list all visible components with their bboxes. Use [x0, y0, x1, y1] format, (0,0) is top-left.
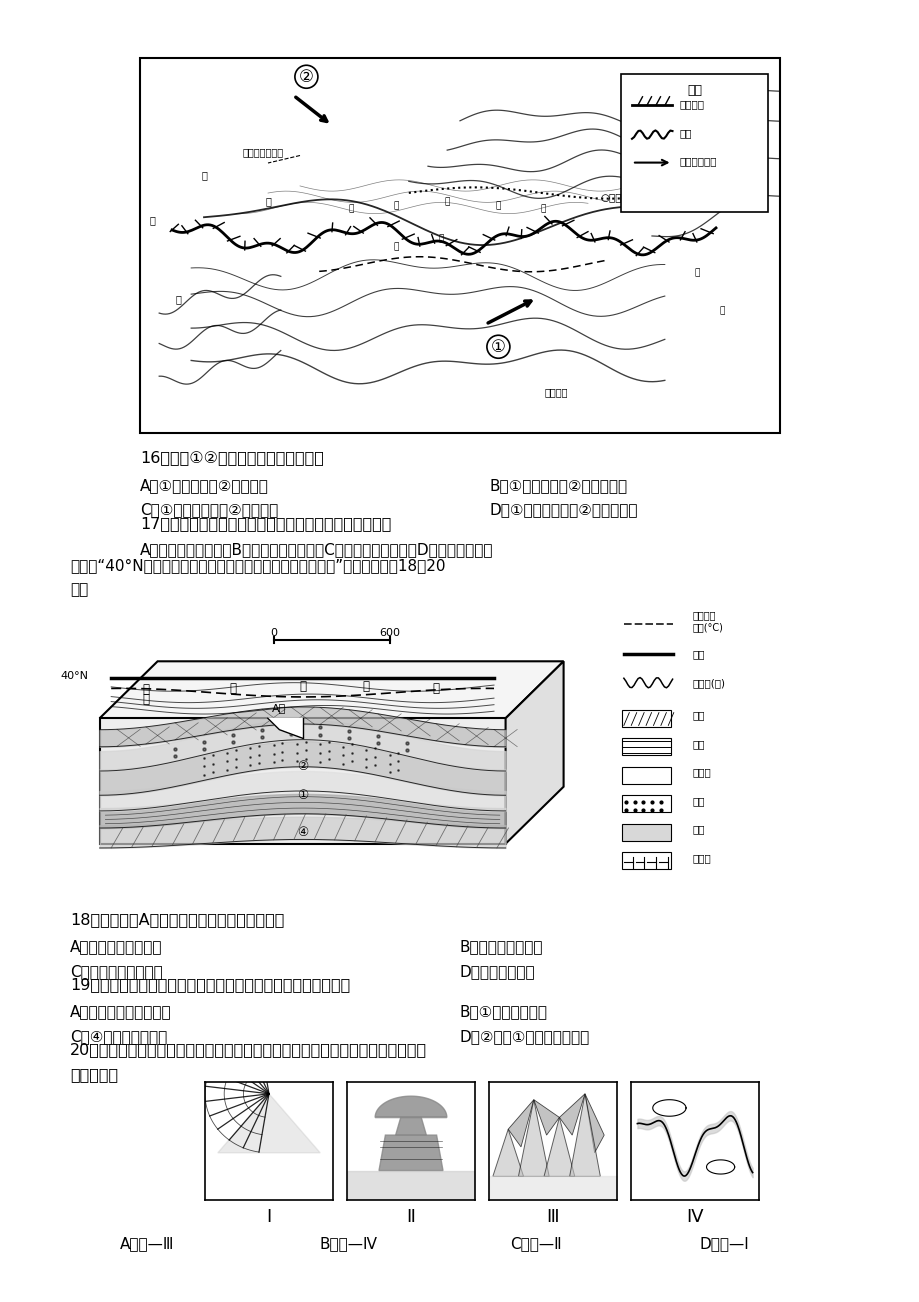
Text: 缅: 缅 [693, 268, 698, 277]
Text: 南迦帕尔巴特峰: 南迦帕尔巴特峰 [242, 147, 283, 156]
Bar [621, 738, 670, 755]
Text: 南迦巴瓦峰: 南迦巴瓦峰 [677, 154, 706, 164]
Text: 图例: 图例 [686, 85, 702, 98]
Bar [621, 853, 670, 870]
Text: Ⅰ: Ⅰ [267, 1208, 271, 1226]
Text: 板块运动方向: 板块运动方向 [679, 156, 717, 167]
Text: B．乙—Ⅳ: B．乙—Ⅳ [320, 1236, 378, 1251]
Text: ①: ① [297, 789, 308, 802]
Text: ②: ② [297, 760, 308, 773]
Text: 雅: 雅 [348, 204, 354, 214]
Text: C．①印度洋板块，②非洲板块: C．①印度洋板块，②非洲板块 [140, 503, 278, 517]
Text: 洋: 洋 [142, 693, 150, 706]
Polygon shape [518, 1100, 549, 1177]
Text: B．此时正处于汛期: B．此时正处于汛期 [460, 939, 543, 954]
Text: 0: 0 [270, 628, 277, 638]
Text: 石灰岩: 石灰岩 [691, 853, 710, 863]
Bar [140, 59, 779, 434]
Text: 煤层: 煤层 [691, 740, 704, 749]
Text: Ⅱ: Ⅱ [406, 1208, 415, 1226]
Text: A．风力侵蚀作用　　B．流水堆积作用　　C．冰川侵蚀作用　　D．流水侵蚀作用: A．风力侵蚀作用 B．流水堆积作用 C．冰川侵蚀作用 D．流水侵蚀作用 [140, 542, 493, 557]
Text: A．向斜成谷，背斜成岭: A．向斜成谷，背斜成岭 [70, 1004, 172, 1019]
Text: 藏: 藏 [444, 197, 449, 206]
Polygon shape [569, 1094, 600, 1177]
Text: D．径流比较稳定: D．径流比较稳定 [460, 963, 535, 979]
Text: 断裂: 断裂 [679, 128, 692, 138]
Text: 19．下列关于图示地区地质、地貌的叙述，正确的是（　　）。: 19．下列关于图示地区地质、地貌的叙述，正确的是（ ）。 [70, 976, 350, 992]
Text: B．①亚欧板块，②印度洋板块: B．①亚欧板块，②印度洋板块 [490, 478, 628, 493]
Text: Ⅳ: Ⅳ [686, 1208, 702, 1226]
Text: 嘵加拉湾: 嘵加拉湾 [544, 388, 567, 397]
Text: 喜: 喜 [201, 171, 207, 180]
Text: 江: 江 [719, 306, 724, 315]
Text: ○拉萨: ○拉萨 [600, 191, 621, 202]
Text: 花岗岩: 花岗岩 [691, 767, 710, 777]
Text: 纬线: 纬线 [691, 650, 704, 659]
Polygon shape [379, 1135, 443, 1170]
Text: 板块边界: 板块边界 [679, 99, 704, 109]
Text: B．①处可找到石油: B．①处可找到石油 [460, 1004, 548, 1019]
Text: 最热月等
温线(°C): 最热月等 温线(°C) [691, 611, 722, 633]
Text: A河: A河 [272, 703, 286, 713]
Text: C．北岸泥沙淤积严重: C．北岸泥沙淤积严重 [70, 963, 163, 979]
Text: 等高线(米): 等高线(米) [691, 677, 724, 687]
Text: 布: 布 [495, 201, 501, 210]
Polygon shape [507, 1100, 533, 1147]
Text: 下图是“40°N附近某地等高线地形图和海平面以下地层示意图”，读图完成第18～20: 下图是“40°N附近某地等高线地形图和海平面以下地层示意图”，读图完成第18～2… [70, 559, 445, 573]
Text: 40°N: 40°N [60, 671, 88, 681]
Text: 江: 江 [540, 204, 545, 214]
Text: 17．雅鲁藏布江大峡谷形成的主要外力作用是（　　）。: 17．雅鲁藏布江大峡谷形成的主要外力作用是（ ）。 [140, 516, 391, 531]
Text: 马: 马 [265, 197, 270, 206]
Text: 18．下列关于A河的说法，正确的是（　　）。: 18．下列关于A河的说法，正确的是（ ）。 [70, 911, 284, 927]
Text: （　　）。: （ ）。 [70, 1068, 118, 1082]
Text: A．①亚欧板块，②非洲板块: A．①亚欧板块，②非洲板块 [140, 478, 268, 493]
Bar [621, 767, 670, 784]
Polygon shape [505, 661, 563, 844]
Text: 张: 张 [393, 242, 398, 251]
Text: 乙: 乙 [362, 681, 369, 694]
Text: A．此时正处于枯水期: A．此时正处于枯水期 [70, 939, 163, 954]
Bar [621, 796, 670, 812]
Text: 鲁: 鲁 [393, 201, 398, 210]
Polygon shape [533, 1100, 559, 1135]
Text: 题。: 题。 [70, 582, 88, 598]
Text: Ⅲ: Ⅲ [546, 1208, 559, 1226]
Text: 16．图中①②对应的板块是（　　）。: 16．图中①②对应的板块是（ ）。 [140, 450, 323, 465]
Polygon shape [559, 1094, 584, 1135]
Text: 页岩: 页岩 [691, 711, 704, 720]
Text: 海: 海 [142, 684, 150, 697]
Polygon shape [99, 661, 563, 719]
Text: 丙: 丙 [299, 681, 306, 694]
Polygon shape [543, 1117, 574, 1177]
Bar [621, 824, 670, 841]
Polygon shape [346, 1170, 474, 1200]
Text: ①: ① [491, 337, 505, 355]
Text: C．丙—Ⅱ: C．丙—Ⅱ [509, 1236, 561, 1251]
Polygon shape [99, 719, 505, 844]
Text: D．丁—Ⅰ: D．丁—Ⅰ [699, 1236, 749, 1251]
Text: 甲: 甲 [432, 682, 439, 695]
Text: 600: 600 [379, 628, 400, 638]
Text: 丁: 丁 [229, 682, 236, 695]
Text: 砀岩: 砀岩 [691, 796, 704, 806]
Polygon shape [395, 1117, 425, 1135]
Text: 河: 河 [176, 294, 181, 303]
Polygon shape [267, 719, 302, 738]
Polygon shape [375, 1096, 447, 1117]
Text: ②: ② [299, 68, 313, 86]
Polygon shape [493, 1129, 523, 1177]
Polygon shape [218, 1094, 320, 1152]
Text: 河: 河 [150, 215, 155, 225]
Text: A．甲—Ⅲ: A．甲—Ⅲ [119, 1236, 175, 1251]
Text: 砂岩: 砂岩 [691, 824, 704, 835]
Text: ④: ④ [297, 825, 308, 838]
Text: C．④处可能为变质岩: C．④处可能为变质岩 [70, 1029, 167, 1044]
Polygon shape [584, 1094, 604, 1152]
Text: D．①印度洋板块，②太平洋板块: D．①印度洋板块，②太平洋板块 [490, 503, 638, 517]
Bar [621, 710, 670, 727]
Text: 20．上图中甲、乙、丙、丁四处可能形成的地貌与下列四幅图配对，可能正确的是: 20．上图中甲、乙、丙、丁四处可能形成的地貌与下列四幅图配对，可能正确的是 [70, 1042, 426, 1057]
Text: 弧: 弧 [437, 234, 443, 243]
Text: D．②处比①处更不易被侵蚀: D．②处比①处更不易被侵蚀 [460, 1029, 590, 1044]
